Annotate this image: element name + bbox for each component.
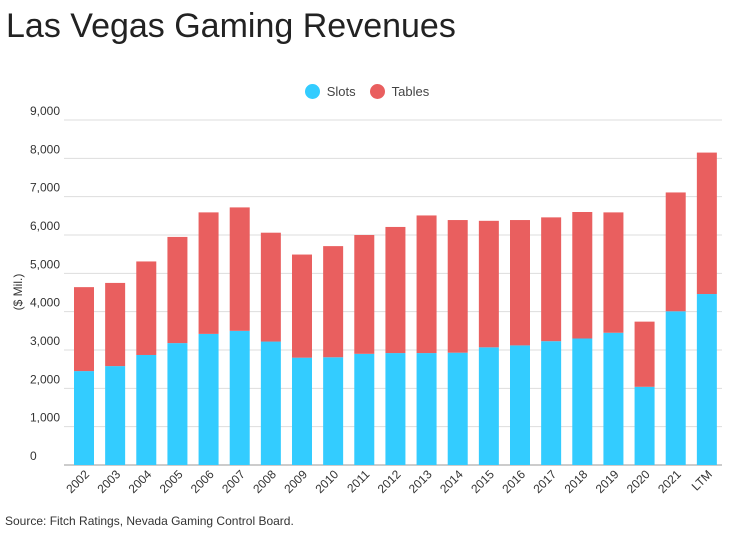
bar-tables-2013[interactable] [416, 215, 437, 354]
x-tick-label: 2016 [499, 467, 528, 496]
bar-slots-2020[interactable] [634, 386, 655, 465]
bar-tables-2010[interactable] [323, 246, 344, 358]
x-tick-label: 2008 [250, 467, 279, 496]
x-tick-label: 2004 [126, 467, 155, 496]
bar-slots-2006[interactable] [198, 333, 219, 465]
y-tick-label: 0 [30, 449, 37, 463]
y-axis-label: ($ Mil.) [11, 274, 25, 311]
chart-title: Las Vegas Gaming Revenues [6, 7, 456, 45]
y-axis-ticks: 0 1,000 2,000 3,000 4,000 5,000 6,000 7,000 8,00… [30, 104, 60, 463]
y-tick-label: 6,000 [30, 219, 60, 233]
x-tick-label: 2020 [624, 467, 653, 496]
bar-tables-2011[interactable] [354, 235, 375, 354]
source-note: Source: Fitch Ratings, Nevada Gaming Con… [5, 514, 294, 528]
bar-tables-2006[interactable] [198, 212, 219, 334]
bar-slots-2012[interactable] [385, 353, 406, 465]
x-tick-label: 2002 [63, 467, 92, 496]
y-tick-label: 3,000 [30, 334, 60, 348]
y-tick-label: 5,000 [30, 257, 60, 271]
y-tick-label: 4,000 [30, 296, 60, 310]
bar-slots-2021[interactable] [665, 311, 686, 465]
legend-swatch-slots [304, 84, 320, 99]
y-tick-label: 8,000 [30, 142, 60, 156]
y-tick-label: 7,000 [30, 181, 60, 195]
bars [74, 152, 717, 466]
x-tick-label: 2012 [375, 467, 404, 496]
x-tick-label: 2013 [406, 467, 435, 496]
x-tick-label: LTM [689, 467, 715, 493]
x-tick-label: 2009 [281, 467, 310, 496]
bar-tables-2017[interactable] [541, 217, 562, 342]
y-tick-label: 2,000 [30, 372, 60, 386]
bar-slots-2019[interactable] [603, 332, 624, 465]
legend-label-tables: Tables [391, 84, 430, 99]
bar-slots-2010[interactable] [323, 357, 344, 465]
x-tick-label: 2003 [94, 467, 123, 496]
bar-slots-2014[interactable] [447, 352, 468, 465]
legend-item-tables[interactable]: Tables [369, 84, 430, 99]
bar-tables-2009[interactable] [292, 254, 312, 358]
bar-tables-2018[interactable] [572, 212, 593, 339]
legend-item-slots[interactable]: Slots [304, 84, 356, 99]
bar-tables-2005[interactable] [167, 236, 188, 344]
bar-tables-2008[interactable] [260, 232, 281, 342]
bar-slots-2007[interactable] [229, 330, 250, 465]
stacked-bar-chart: 0 1,000 2,000 3,000 4,000 5,000 6,000 7,000 8,00… [11, 104, 722, 496]
bar-slots-2008[interactable] [260, 341, 281, 465]
bar-tables-2003[interactable] [105, 282, 126, 367]
x-tick-label: 2014 [437, 467, 466, 496]
x-tick-label: 2006 [188, 467, 217, 496]
x-axis-ticks: 2002 2003 2004 2005 2006 2007 2008 2009 2010 2011… [63, 467, 715, 496]
x-tick-label: 2015 [468, 467, 497, 496]
bar-slots-2018[interactable] [572, 338, 593, 466]
bar-slots-2016[interactable] [510, 345, 530, 465]
x-tick-label: 2005 [157, 467, 186, 496]
legend-label-slots: Slots [326, 84, 356, 99]
bar-tables-2002[interactable] [74, 287, 94, 372]
chart-legend: Slots Tables [0, 84, 734, 99]
x-tick-label: 2021 [655, 467, 684, 496]
x-tick-label: 2018 [562, 467, 591, 496]
x-tick-label: 2017 [530, 467, 559, 496]
bar-tables-2015[interactable] [478, 220, 499, 348]
bar-slots-ltm[interactable] [696, 294, 717, 465]
bar-tables-2021[interactable] [665, 192, 686, 312]
x-tick-label: 2007 [219, 467, 248, 496]
x-tick-label: 2019 [593, 467, 622, 496]
bar-tables-2014[interactable] [447, 220, 468, 353]
bar-slots-2013[interactable] [416, 353, 437, 465]
bar-slots-2004[interactable] [136, 354, 157, 465]
bar-tables-2012[interactable] [385, 226, 406, 354]
x-tick-label: 2010 [312, 467, 341, 496]
bar-tables-ltm[interactable] [696, 152, 717, 295]
bar-slots-2009[interactable] [292, 357, 312, 465]
bar-tables-2004[interactable] [136, 261, 157, 355]
bar-slots-2005[interactable] [167, 343, 188, 465]
bar-slots-2011[interactable] [354, 353, 375, 465]
bar-tables-2007[interactable] [229, 207, 250, 331]
bar-tables-2016[interactable] [510, 220, 530, 346]
bar-tables-2020[interactable] [634, 321, 655, 387]
bar-tables-2019[interactable] [603, 212, 624, 333]
x-tick-label: 2011 [344, 467, 372, 495]
bar-slots-2003[interactable] [105, 366, 126, 465]
bar-slots-2015[interactable] [478, 347, 499, 465]
y-tick-label: 1,000 [30, 411, 60, 425]
bar-slots-2002[interactable] [74, 371, 94, 465]
legend-swatch-tables [369, 84, 385, 99]
y-tick-label: 9,000 [30, 104, 60, 118]
bar-slots-2017[interactable] [541, 341, 562, 465]
